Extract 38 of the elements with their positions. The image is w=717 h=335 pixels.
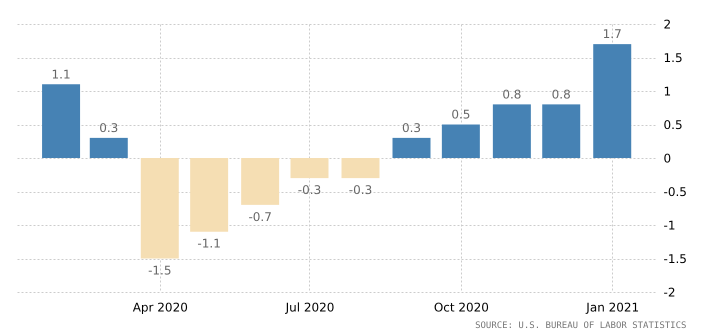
bar xyxy=(342,158,380,178)
x-tick-label: Apr 2020 xyxy=(132,300,188,314)
data-label: 0.3 xyxy=(99,120,118,135)
bar xyxy=(140,158,179,258)
data-label: 0.5 xyxy=(451,108,470,122)
data-label: 1.1 xyxy=(52,67,71,82)
y-tick-label: 1 xyxy=(664,84,672,98)
y-tick-label: -1.5 xyxy=(664,252,687,266)
x-tick-label: Oct 2020 xyxy=(434,300,489,314)
x-tick-label: Jan 2021 xyxy=(585,300,640,314)
bar xyxy=(190,158,228,232)
data-label: -0.3 xyxy=(348,183,372,198)
bar xyxy=(442,124,480,158)
y-tick-label: 2 xyxy=(664,18,672,32)
y-tick-label: -2 xyxy=(664,286,676,300)
source-note: SOURCE: U.S. BUREAU OF LABOR STATISTICS xyxy=(475,321,686,331)
data-label: 0.3 xyxy=(402,120,422,135)
y-tick-label: -0.5 xyxy=(664,185,687,199)
bar xyxy=(542,104,580,158)
bar xyxy=(392,138,431,158)
x-tick-label: Jul 2020 xyxy=(284,300,334,314)
data-label: 0.8 xyxy=(552,87,571,102)
bar xyxy=(42,84,80,158)
y-tick-label: 0 xyxy=(664,152,672,166)
y-tick-label: 1.5 xyxy=(664,51,683,65)
data-label: -1.5 xyxy=(148,264,172,278)
bar xyxy=(290,158,328,178)
data-label: -0.7 xyxy=(248,210,272,224)
data-label: 1.7 xyxy=(602,27,622,42)
bar xyxy=(90,138,128,158)
data-label: 0.8 xyxy=(502,87,522,102)
y-tick-label: 0.5 xyxy=(664,118,683,132)
data-label: -1.1 xyxy=(197,236,221,251)
bar xyxy=(492,104,531,158)
y-tick-label: -1 xyxy=(664,218,676,232)
data-label: -0.3 xyxy=(298,183,322,198)
bar xyxy=(593,44,632,158)
bar xyxy=(241,158,280,205)
